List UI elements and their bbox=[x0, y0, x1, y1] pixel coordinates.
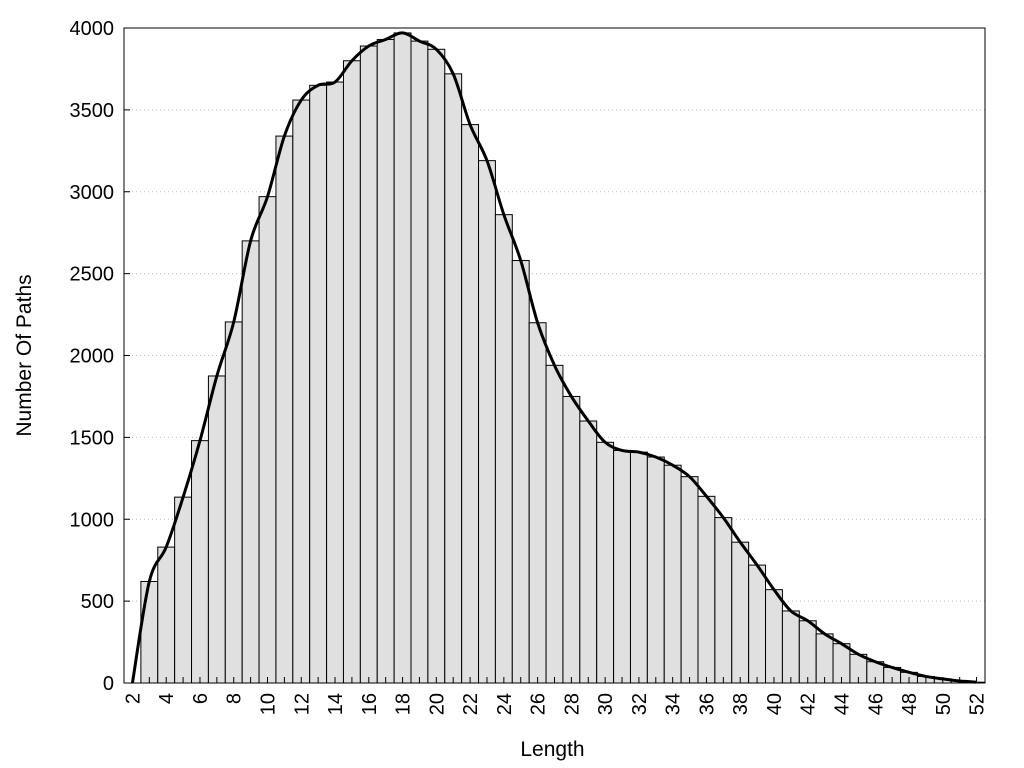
x-tick-label: 24 bbox=[494, 693, 516, 715]
y-tick-label: 2000 bbox=[70, 346, 115, 368]
bar bbox=[241, 240, 260, 684]
x-tick-label: 46 bbox=[865, 693, 887, 715]
bar bbox=[224, 321, 243, 684]
y-tick-label: 1500 bbox=[70, 427, 115, 449]
bar bbox=[697, 495, 716, 684]
bar bbox=[815, 633, 834, 684]
bar bbox=[629, 451, 648, 684]
bar bbox=[528, 322, 547, 684]
x-tick-label: 22 bbox=[460, 693, 482, 715]
bar bbox=[359, 45, 378, 684]
bar bbox=[646, 456, 665, 684]
y-tick-label: 500 bbox=[81, 591, 114, 613]
y-tick-label: 4000 bbox=[70, 18, 115, 40]
x-axis-title: Length bbox=[520, 738, 584, 761]
x-tick-label: 32 bbox=[629, 693, 651, 715]
bar bbox=[157, 546, 176, 684]
bar bbox=[207, 375, 226, 684]
bar bbox=[376, 38, 395, 684]
bar bbox=[478, 160, 496, 684]
x-tick-label: 20 bbox=[426, 693, 448, 715]
x-tick-label: 4 bbox=[156, 693, 178, 704]
x-axis: 2 4 6 8 10 12 14 16 18 20 22 24 26 28 30 32 34 36 38 40 42 44… bbox=[122, 677, 989, 715]
fit-curve bbox=[130, 31, 977, 684]
bar bbox=[444, 73, 463, 684]
bars bbox=[140, 32, 986, 684]
bar bbox=[562, 395, 581, 684]
bar bbox=[461, 124, 480, 684]
x-tick-label: 44 bbox=[832, 693, 854, 715]
bar bbox=[798, 620, 817, 684]
bar bbox=[191, 440, 209, 684]
bar bbox=[393, 32, 412, 684]
x-tick-label: 14 bbox=[325, 693, 347, 715]
bar bbox=[410, 40, 429, 684]
bar bbox=[326, 81, 344, 684]
bar bbox=[748, 564, 767, 684]
x-tick-label: 36 bbox=[696, 693, 718, 715]
x-tick-label: 18 bbox=[393, 693, 415, 715]
bar bbox=[342, 60, 361, 684]
y-axis: 0 500 1000 1500 2000 2500 3000 3500 4000 bbox=[70, 18, 130, 695]
y-tick-label: 1000 bbox=[70, 509, 115, 531]
bar bbox=[596, 441, 615, 684]
y-tick-label: 2500 bbox=[70, 264, 115, 286]
bar bbox=[292, 99, 311, 684]
x-tick-label: 8 bbox=[224, 693, 246, 704]
bar bbox=[427, 48, 446, 684]
bar bbox=[275, 135, 294, 684]
x-tick-label: 2 bbox=[122, 693, 144, 704]
x-tick-label: 48 bbox=[899, 693, 921, 715]
bar bbox=[511, 260, 530, 684]
bar bbox=[680, 476, 699, 684]
bar bbox=[663, 464, 682, 684]
x-tick-label: 50 bbox=[933, 693, 955, 715]
x-tick-label: 16 bbox=[359, 693, 381, 715]
bar bbox=[494, 214, 513, 684]
bar bbox=[613, 449, 631, 684]
x-tick-label: 42 bbox=[798, 693, 820, 715]
x-tick-label: 52 bbox=[967, 693, 989, 715]
bar bbox=[174, 496, 193, 684]
bar bbox=[731, 541, 750, 684]
x-tick-label: 12 bbox=[291, 693, 313, 715]
x-tick-label: 40 bbox=[764, 693, 786, 715]
bar bbox=[781, 610, 800, 684]
x-tick-label: 10 bbox=[258, 693, 280, 715]
x-tick-label: 28 bbox=[561, 693, 583, 715]
x-tick-label: 38 bbox=[730, 693, 752, 715]
bar bbox=[258, 196, 277, 684]
bar bbox=[579, 420, 598, 684]
bar bbox=[309, 84, 328, 684]
x-tick-label: 34 bbox=[663, 693, 685, 715]
bar bbox=[140, 580, 159, 684]
x-tick-label: 30 bbox=[595, 693, 617, 715]
bar bbox=[714, 517, 733, 684]
bar bbox=[765, 589, 783, 684]
y-tick-label: 3000 bbox=[70, 182, 115, 204]
y-tick-label: 0 bbox=[103, 673, 114, 695]
x-tick-label: 26 bbox=[528, 693, 550, 715]
x-tick-label: 6 bbox=[190, 693, 212, 704]
bar bbox=[545, 364, 564, 684]
y-tick-label: 3500 bbox=[70, 100, 115, 122]
y-axis-title: Number Of Paths bbox=[13, 274, 36, 436]
